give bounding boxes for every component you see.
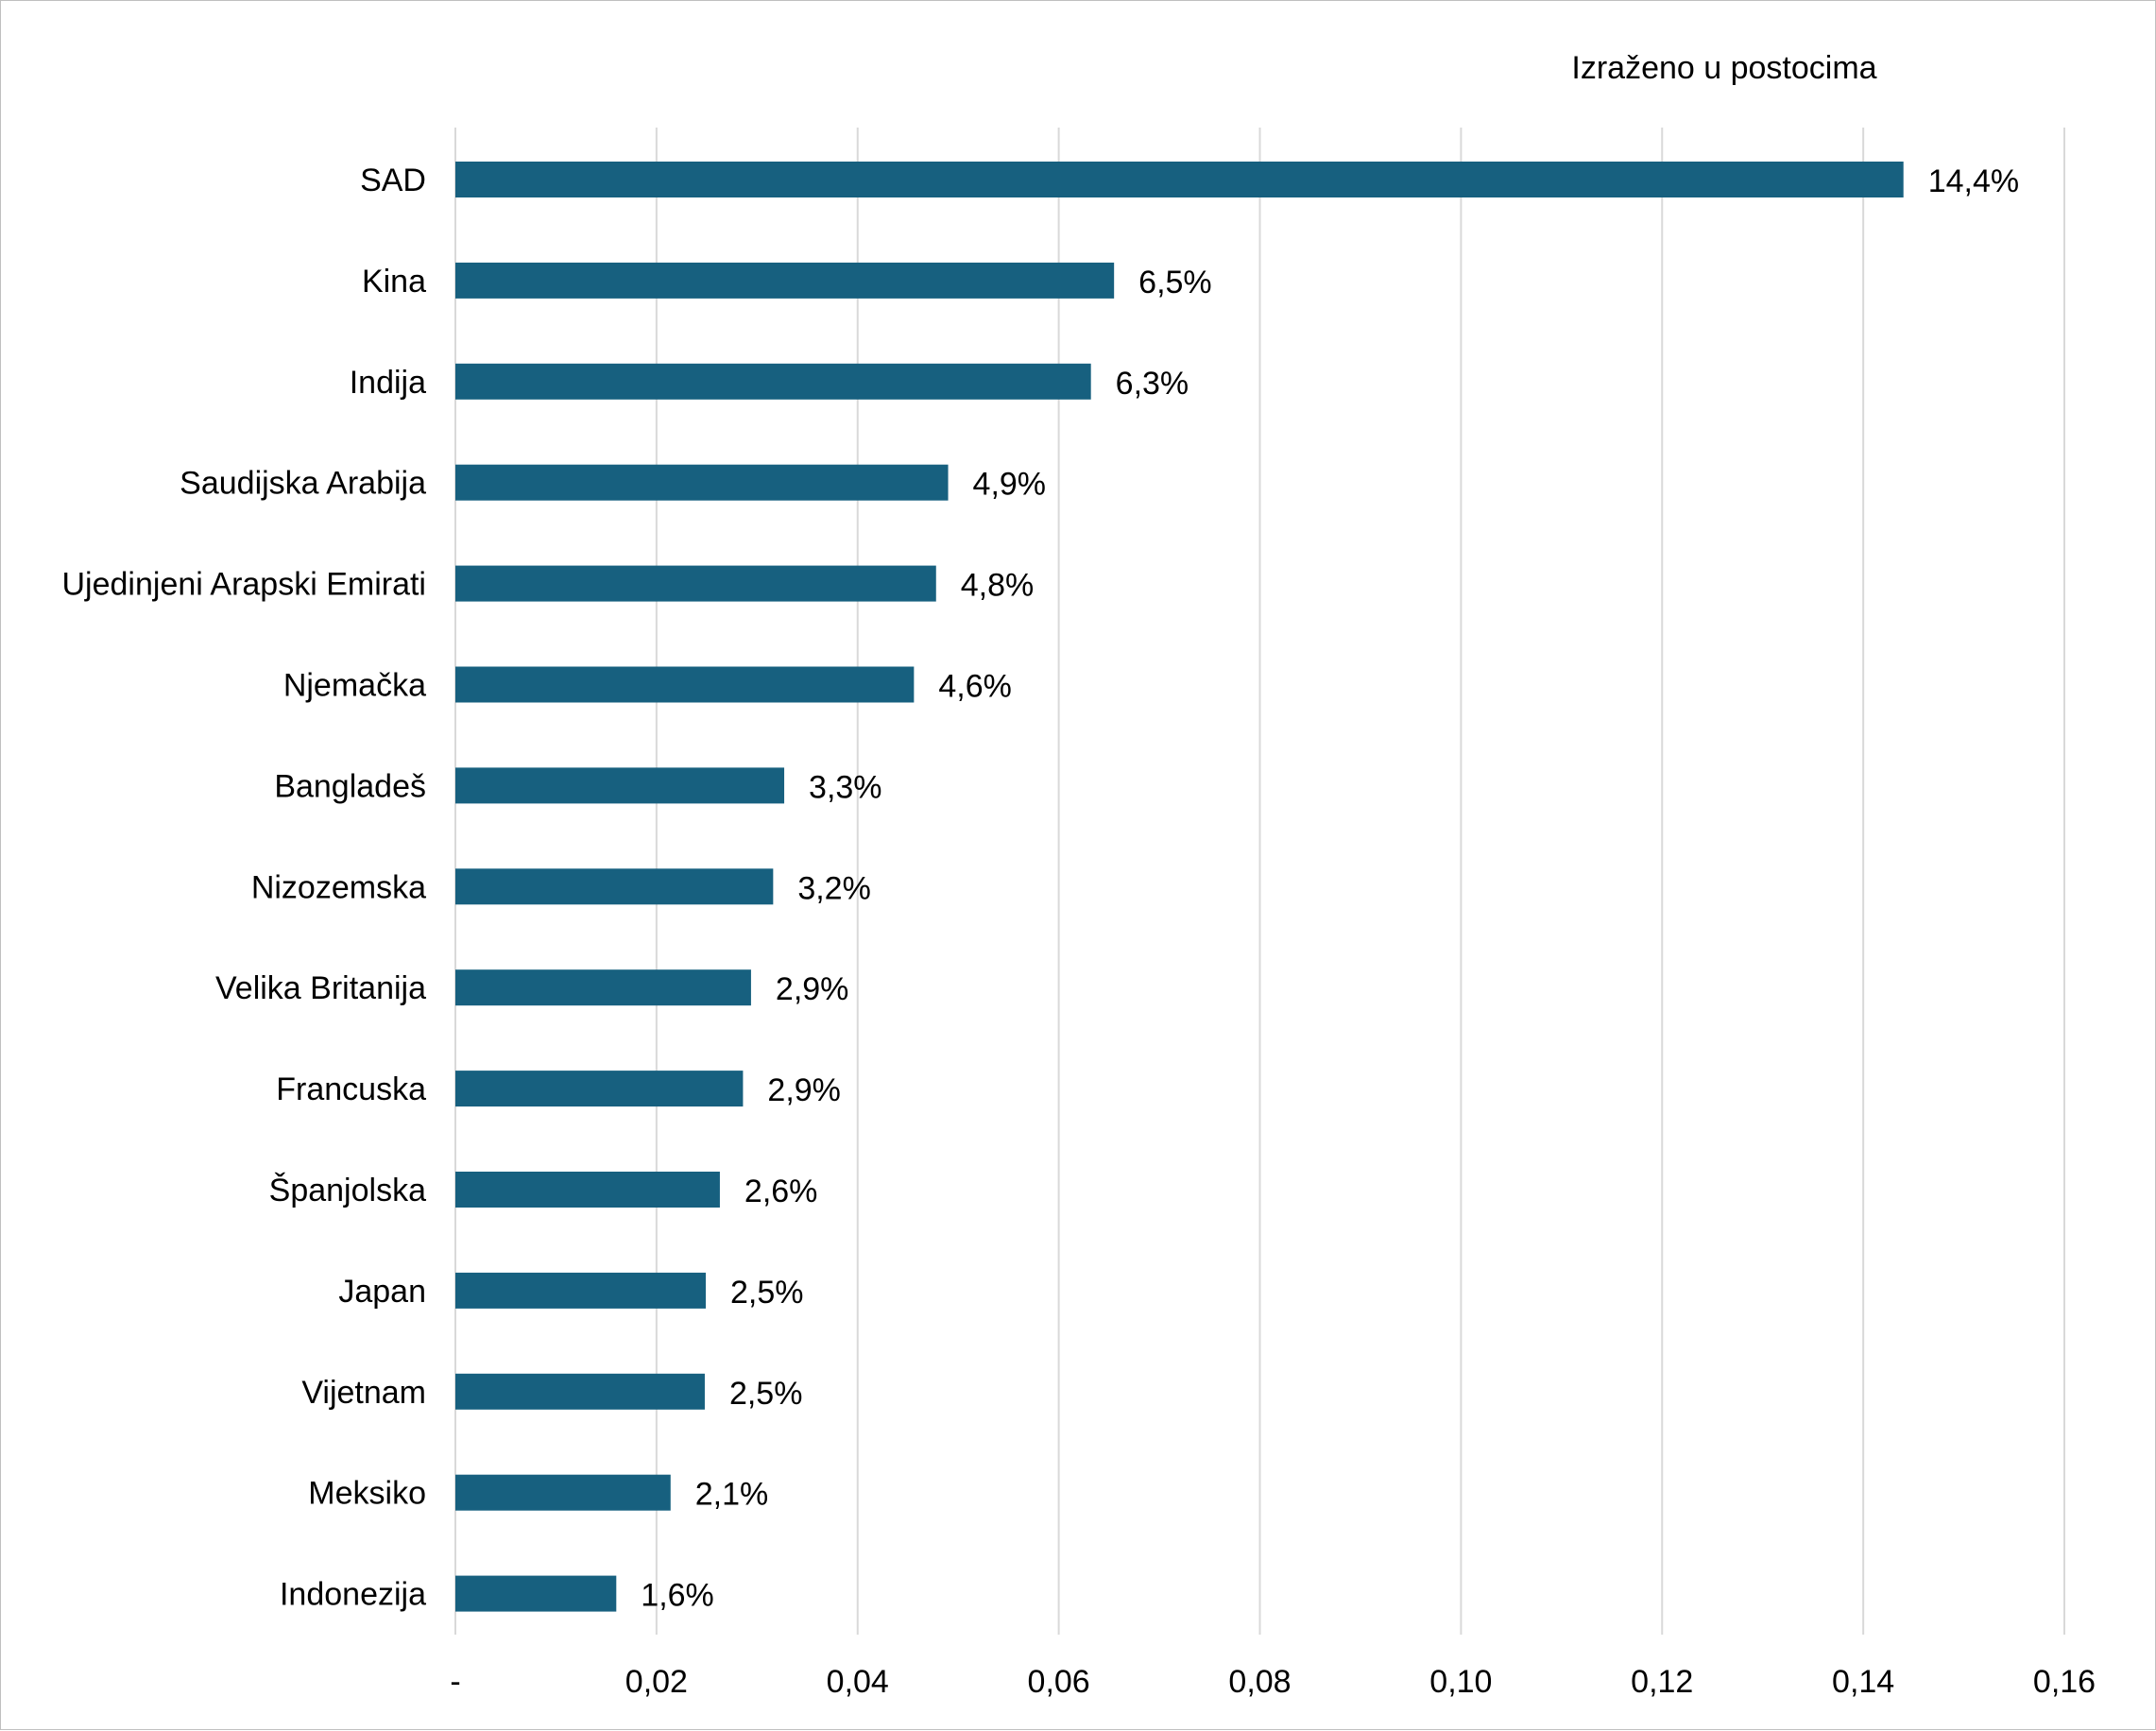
x-tick-label: 0,10 xyxy=(1429,1664,1492,1700)
data-label: 4,9% xyxy=(973,467,1047,503)
bar xyxy=(455,1071,744,1107)
data-label: 6,3% xyxy=(1116,366,1189,402)
category-label: Njemačka xyxy=(283,668,426,704)
category-label: Francuska xyxy=(276,1071,426,1107)
data-label: 3,2% xyxy=(797,870,871,906)
category-label: Nizozemska xyxy=(251,869,426,905)
bar xyxy=(455,969,751,1006)
x-tick-label: 0,16 xyxy=(2033,1664,2096,1700)
chart-annotation: Izraženo u postocima xyxy=(1571,50,1876,86)
bar xyxy=(455,565,936,602)
bar xyxy=(455,1575,617,1612)
category-label: Kina xyxy=(362,264,426,300)
bar xyxy=(455,363,1091,400)
data-label: 2,5% xyxy=(729,1376,803,1412)
data-label: 2,5% xyxy=(730,1275,804,1311)
category-label: Bangladeš xyxy=(274,768,426,804)
data-label: 2,1% xyxy=(695,1477,769,1513)
category-label: Japan xyxy=(338,1274,426,1310)
bar xyxy=(455,464,949,501)
data-label: 2,6% xyxy=(744,1174,818,1209)
bar xyxy=(455,162,1904,197)
category-label: Meksiko xyxy=(308,1476,426,1512)
bar xyxy=(455,666,915,703)
x-tick-label: 0,02 xyxy=(625,1664,688,1700)
bar xyxy=(455,1172,720,1208)
bar xyxy=(455,1373,705,1410)
data-label: 2,9% xyxy=(776,971,849,1007)
x-tick-label: 0,08 xyxy=(1228,1664,1291,1700)
category-label: Saudijska Arabija xyxy=(180,466,426,502)
x-tick-label: - xyxy=(450,1664,460,1700)
bars xyxy=(455,162,1904,1612)
x-tick-label: 0,12 xyxy=(1631,1664,1693,1700)
data-label: 6,5% xyxy=(1138,265,1212,300)
data-label: 3,3% xyxy=(809,769,882,805)
category-label: Ujedinjeni Arapski Emirati xyxy=(62,567,427,603)
data-label: 1,6% xyxy=(641,1578,714,1614)
bar xyxy=(455,1272,707,1309)
x-axis-tick-labels: - 0,02 0,04 0,06 0,08 0,10 0,12 0,14 0,16 xyxy=(450,1664,2096,1700)
bar xyxy=(455,767,785,804)
bar xyxy=(455,1474,671,1511)
data-label: 2,9% xyxy=(767,1072,841,1108)
data-labels: 14,4% 6,5% 6,3% 4,9% 4,8% 4,6% 3,3% 3,2% 2,9% 2,9… xyxy=(641,163,2019,1614)
data-label: 4,8% xyxy=(961,568,1035,604)
category-label: Indija xyxy=(350,365,426,401)
x-tick-label: 0,04 xyxy=(827,1664,889,1700)
x-tick-label: 0,14 xyxy=(1832,1664,1894,1700)
data-label: 14,4% xyxy=(1928,163,2019,199)
category-label: SAD xyxy=(360,163,426,198)
x-tick-label: 0,06 xyxy=(1028,1664,1090,1700)
category-label: Španjolska xyxy=(269,1173,426,1208)
category-label: Indonezija xyxy=(280,1577,426,1613)
bar xyxy=(455,262,1115,299)
category-labels: SAD Kina Indija Saudijska Arabija Ujedinjeni… xyxy=(62,163,427,1613)
bar xyxy=(455,868,774,905)
category-label: Velika Britanija xyxy=(215,970,426,1006)
data-label: 4,6% xyxy=(938,669,1012,705)
category-label: Vijetnam xyxy=(301,1375,426,1411)
